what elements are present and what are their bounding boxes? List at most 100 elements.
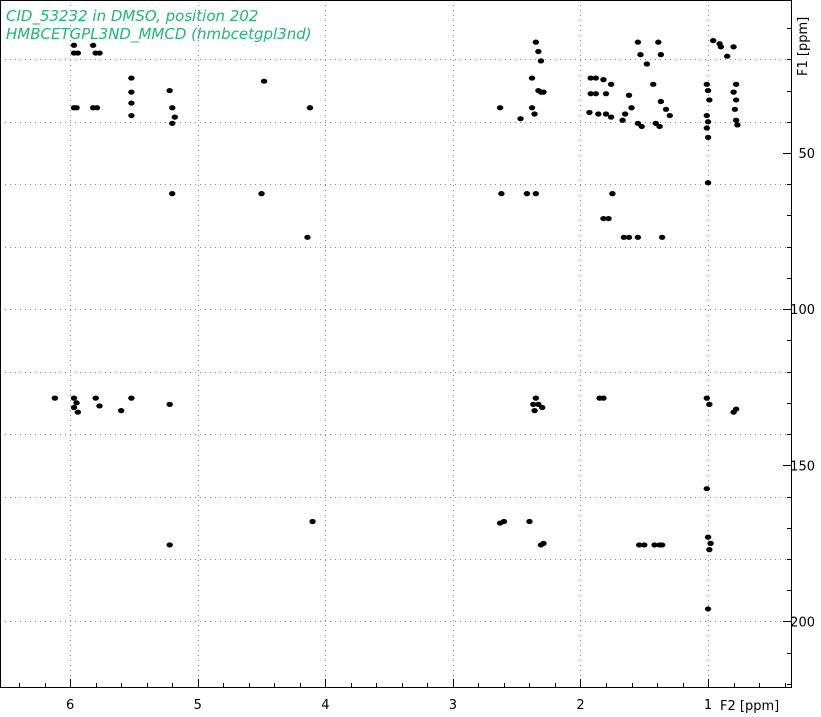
cross-peak [592, 75, 600, 81]
cross-peak [537, 542, 545, 548]
cross-peak [528, 105, 536, 111]
cross-peak [643, 61, 651, 67]
peaks-layer [51, 37, 741, 612]
cross-peak [96, 403, 103, 409]
cross-peak [657, 98, 665, 105]
x-tick-label: 5 [194, 698, 202, 713]
cross-peak [532, 395, 540, 401]
cross-peak [531, 111, 538, 117]
cross-peak [658, 542, 666, 548]
cross-peak [628, 105, 635, 111]
cross-peak [535, 48, 542, 55]
cross-peak [703, 81, 710, 87]
cross-peak [706, 547, 713, 553]
cross-peak [709, 37, 717, 44]
cross-peak [607, 81, 615, 87]
cross-peak [537, 58, 545, 64]
x-axis-label: F2 [ppm] [720, 699, 779, 714]
cross-peak [128, 75, 135, 81]
cross-peak [171, 114, 178, 120]
cross-peak [732, 97, 740, 103]
cross-peak [609, 191, 616, 197]
cross-peak [169, 120, 176, 126]
cross-peak [605, 215, 612, 222]
cross-peak [635, 542, 643, 548]
cross-peak [619, 117, 626, 123]
y-tick-label: 100 [790, 303, 815, 318]
cross-peak [625, 92, 633, 98]
cross-peak [734, 122, 741, 128]
cross-peak [638, 123, 645, 130]
cross-peak [703, 395, 710, 401]
y-axis-label: F1 [ppm] [796, 17, 811, 76]
cross-peak [539, 404, 546, 411]
cross-peak [658, 234, 666, 240]
chart-title-line-2: HMBCETGPL3ND_MMCD (hmbcetgpl3nd) [6, 25, 312, 44]
cross-peak [70, 395, 78, 401]
cross-peak [532, 191, 540, 197]
cross-peak [128, 112, 135, 119]
cross-peak [169, 191, 176, 197]
grid-layer [0, 0, 791, 687]
chart-title-line-1: CID_53232 in DMSO, position 202 [6, 7, 258, 26]
cross-peak [707, 540, 714, 546]
cross-peak [704, 534, 712, 540]
cross-peak [169, 105, 176, 111]
cross-peak [704, 119, 712, 125]
x-tick-label: 3 [449, 698, 457, 713]
cross-peak [600, 77, 607, 83]
cross-peak [260, 78, 268, 84]
cross-peak [498, 191, 505, 197]
y-tick-label: 150 [790, 459, 815, 474]
cross-peak [540, 89, 547, 95]
cross-peak [657, 52, 665, 58]
cross-peak [304, 234, 311, 240]
cross-peak [602, 111, 610, 117]
cross-peak [641, 542, 648, 548]
x-tick-label: 1 [704, 698, 712, 713]
cross-peak [528, 75, 536, 81]
cross-peak [74, 409, 82, 415]
cross-peak [128, 100, 135, 106]
cross-peak [703, 486, 710, 492]
cross-peak [592, 91, 600, 97]
cross-peak [732, 117, 740, 123]
cross-peak [92, 395, 99, 401]
x-axis: 6 5 4 3 2 1 [19, 679, 786, 713]
cross-peak [703, 125, 710, 131]
cross-peak [118, 408, 125, 414]
cross-peak [704, 87, 712, 94]
cross-peak [730, 409, 737, 415]
cross-peak [706, 97, 713, 103]
cross-peak [517, 116, 524, 122]
cross-peak [74, 50, 82, 56]
y-tick-label: 200 [790, 615, 815, 630]
cross-peak [730, 89, 737, 95]
plot-frame [0, 0, 792, 688]
cross-peak [703, 112, 710, 119]
cross-peak [666, 112, 673, 119]
x-tick-label: 4 [321, 698, 329, 713]
y-axis: 50 100 150 200 [783, 28, 815, 685]
cross-peak [620, 234, 628, 240]
cross-peak [70, 42, 78, 48]
cross-peak [258, 191, 265, 197]
cross-peak [704, 180, 712, 186]
x-tick-label: 2 [576, 698, 584, 713]
cross-peak [602, 91, 610, 97]
cross-peak [625, 234, 633, 240]
cross-peak [724, 53, 731, 59]
cross-peak [600, 215, 607, 222]
cross-peak [166, 401, 173, 407]
cross-peak [306, 105, 314, 111]
cross-peak [496, 520, 504, 526]
cross-peak [523, 191, 531, 197]
cross-peak [309, 518, 316, 525]
cross-peak [656, 123, 663, 130]
cross-peak [637, 52, 644, 58]
cross-peak [166, 542, 173, 548]
cross-peak [496, 105, 504, 111]
cross-peak [731, 106, 739, 112]
cross-peak [655, 39, 662, 45]
cross-peak [586, 109, 593, 116]
